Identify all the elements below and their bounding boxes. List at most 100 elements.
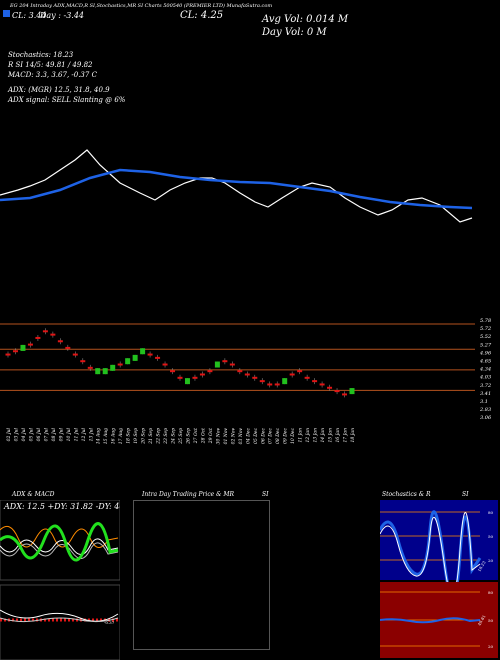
date-axis-label: 20 Sep xyxy=(141,428,147,445)
date-axis-label: 26 Sep xyxy=(185,428,191,445)
day-vol: Day Vol: 0 M xyxy=(262,27,327,38)
date-axis-label: 23 Sep xyxy=(163,428,169,445)
date-axis-label: 02 Jul xyxy=(6,427,12,441)
date-axis-label: 06 Dec xyxy=(260,428,266,444)
candle xyxy=(312,380,318,383)
chart-header-line1: EG 204 Intraday ADX,MACD,R SI,Stochastic… xyxy=(10,3,273,9)
date-axis-label: 11 Jul xyxy=(73,427,79,441)
candle xyxy=(87,366,93,369)
macd-signal-line xyxy=(0,617,119,623)
date-axis-label: 21 Sep xyxy=(148,428,154,445)
price-axis-label: 5.72 xyxy=(480,326,491,332)
date-axis-label: 02 Nov xyxy=(230,428,236,445)
candle xyxy=(289,373,295,376)
rsi-text: R SI 14/5: 49.81 / 49.82 xyxy=(8,61,93,69)
date-axis-label: 08 Dec xyxy=(275,428,281,444)
stochastics-text: Stochastics: 18.23 xyxy=(8,51,74,59)
date-axis-label: 14 Aug xyxy=(96,428,102,444)
candle xyxy=(282,378,288,385)
intraday-panel xyxy=(133,500,270,650)
price-axis-label: 3.41 xyxy=(480,391,491,397)
candle xyxy=(252,376,258,379)
candle xyxy=(125,358,131,365)
stoch-tick-20: 20 xyxy=(488,558,494,563)
candle xyxy=(155,356,161,359)
candle xyxy=(57,340,63,343)
close-price: CL: 3.44 xyxy=(12,11,47,20)
stoch-tick-50: 50 xyxy=(488,534,494,539)
date-axis-label: 05 Jul xyxy=(28,427,34,441)
avg-vol: Avg Vol: 0.014 M xyxy=(262,14,349,25)
price-axis-label: 3.72 xyxy=(480,383,491,389)
candle xyxy=(162,363,168,366)
candle xyxy=(342,393,348,396)
date-axis-label: 12 Jan xyxy=(305,428,311,443)
date-axis-label: 18 Jan xyxy=(350,428,356,443)
candle xyxy=(42,330,48,333)
candle xyxy=(132,354,138,361)
candle xyxy=(95,368,101,375)
date-axis-label: 27 Oct xyxy=(193,428,199,444)
date-axis-label: 07 Jul xyxy=(43,427,49,441)
rsi-tick-50: 50 xyxy=(488,618,494,623)
rsi-line xyxy=(380,617,481,624)
candle xyxy=(229,363,235,366)
date-axis-label: 03 Nov xyxy=(238,428,244,445)
candle xyxy=(177,376,183,379)
stoch-panel-title: Stochastics & R xyxy=(382,491,431,498)
di-minus-line-1 xyxy=(0,538,119,555)
candle xyxy=(27,343,33,346)
candle xyxy=(297,370,303,373)
candle xyxy=(117,363,123,366)
date-axis-label: 13 Jan xyxy=(313,428,319,443)
candle xyxy=(65,346,71,349)
date-axis-label: 09 Dec xyxy=(283,428,289,444)
candle xyxy=(72,353,78,356)
date-axis-label: 03 Jul xyxy=(13,427,19,441)
date-axis-label: 05 Dec xyxy=(253,428,259,444)
day-change: Day : -3.44 xyxy=(40,11,84,20)
candle xyxy=(80,360,86,363)
date-axis-label: 17 Jan xyxy=(343,428,349,443)
candle xyxy=(327,386,333,389)
price-axis-label: 3.06 xyxy=(480,415,492,421)
candle xyxy=(35,336,41,339)
candle xyxy=(20,344,26,351)
stoch-value-text: 18.23 xyxy=(477,560,487,573)
price-axis-label: 4.03 xyxy=(479,375,491,381)
date-axis-label: 15 Aug xyxy=(103,428,109,444)
date-axis-label: 06 Jul xyxy=(36,427,42,441)
stoch-d-line xyxy=(380,512,481,596)
candle xyxy=(110,364,116,371)
date-axis-label: 07 Dec xyxy=(268,428,274,444)
candle xyxy=(199,373,205,376)
candle xyxy=(214,361,220,368)
candle xyxy=(147,353,153,356)
adx-text: ADX: (MGR) 12.5, 31.8, 40.9 xyxy=(8,86,110,94)
date-axis-label: 19 Sep xyxy=(133,428,139,444)
rsi-value-text: 49.81 xyxy=(477,614,487,626)
candle xyxy=(207,370,213,373)
di-minus-line-2 xyxy=(0,542,119,559)
candle xyxy=(184,378,190,385)
date-axis-label: 01 Nov xyxy=(223,428,229,445)
date-axis-label: 15 Jan xyxy=(328,428,334,443)
date-axis-label: 18 Sep xyxy=(126,428,132,444)
moving-average-line xyxy=(0,168,473,210)
main-price-chart: 5.78 5.72 5.52 5.27 4.96 4.65 4.34 4.03 3.72 3.41… xyxy=(0,149,492,445)
candle xyxy=(274,383,280,386)
price-axis-label: 4.34 xyxy=(479,367,491,373)
adx-line xyxy=(0,522,119,562)
date-axis-label: 04 Dec xyxy=(245,428,251,444)
date-axis-label: 11 Jan xyxy=(298,428,304,443)
candle xyxy=(140,348,146,355)
candle xyxy=(170,370,176,373)
date-axis-label: 17 Aug xyxy=(118,428,124,444)
date-axis-label: 14 Jan xyxy=(320,428,326,443)
date-axis-label: 28 Oct xyxy=(200,428,206,444)
date-axis-label: 30 Nov xyxy=(215,428,221,445)
stoch-background xyxy=(380,500,498,580)
date-axis-label: 24 Sep xyxy=(171,428,177,445)
candle xyxy=(12,350,18,353)
candle xyxy=(192,376,198,379)
